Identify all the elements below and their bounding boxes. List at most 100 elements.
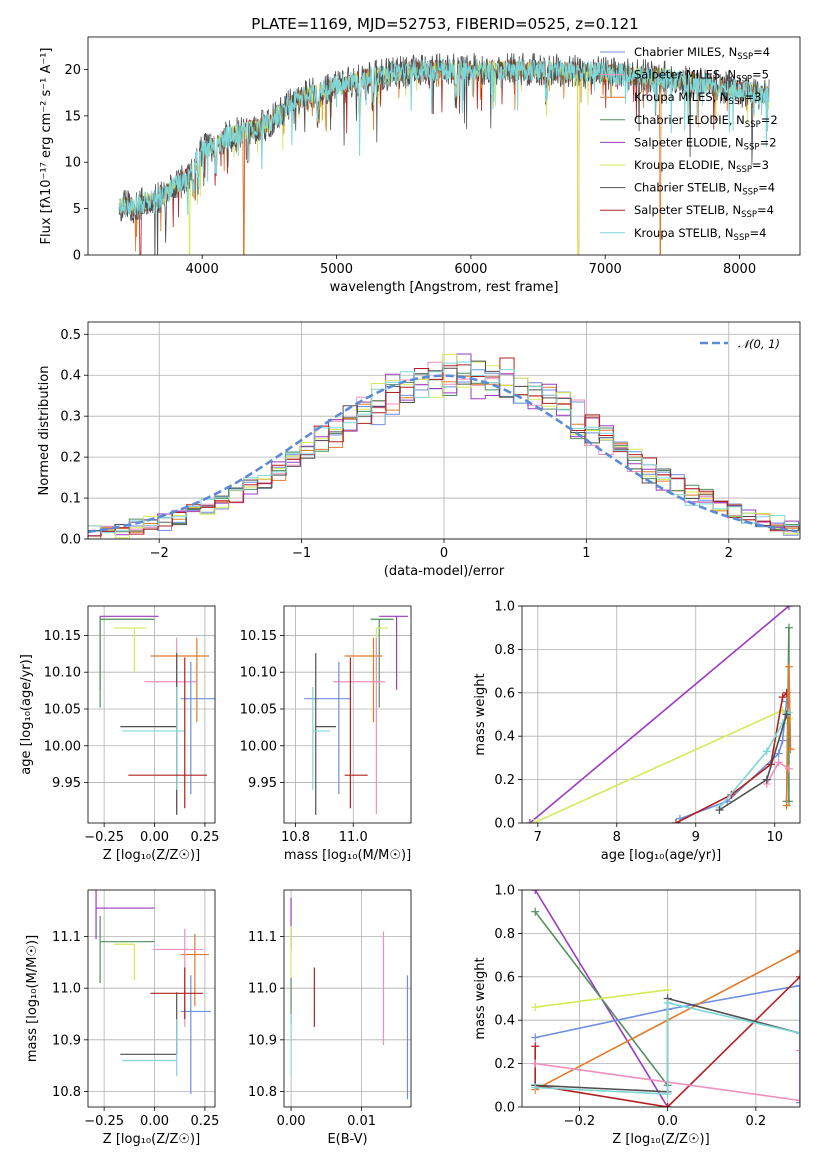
weight-marker-kroupa_miles: [784, 662, 793, 671]
x-tick-label: 0.0: [657, 1114, 678, 1129]
y-tick-label: 10.00: [44, 739, 81, 754]
x-tick-label: 0.00: [140, 830, 169, 845]
histogram-kroupa_miles: [88, 370, 800, 539]
y-tick-label: 5: [73, 202, 81, 217]
x-tick-label: −0.25: [84, 830, 124, 845]
plot-area: [304, 615, 409, 815]
legend-subscript: SSP: [741, 210, 757, 220]
y-tick-label: 10.00: [240, 739, 277, 754]
y-tick-label: 0.0: [60, 533, 81, 548]
legend-subscript: SSP: [736, 165, 752, 175]
weight-marker-kroupa_miles: [796, 946, 800, 955]
weight-marker-salpeter_elodie: [525, 819, 534, 823]
legend-subscript: SSP: [736, 75, 752, 85]
x-tick-label: 0.00: [140, 1114, 169, 1129]
plot-area: [99, 615, 215, 815]
y-tick-label: 0.6: [494, 970, 515, 985]
axes-frame: [283, 605, 412, 824]
age_vs_mass-panel: 10.8 11.0 9.95 10.00 10.05 10.10 10.15 mass [lo…: [240, 605, 412, 863]
axes-frame: [87, 36, 801, 256]
x-axis-label: E(B-V): [327, 1132, 367, 1147]
x-axis-label: mass [log₁₀(M/M☉)]: [284, 848, 411, 863]
y-tick-label: 0.4: [60, 369, 81, 384]
x-tick-label: 0.00: [277, 1114, 306, 1129]
weight-marker-kroupa_elodie: [663, 985, 672, 994]
weight-marker-kroupa_elodie: [531, 1003, 540, 1012]
x-tick-label: 0.01: [347, 1114, 376, 1129]
legend-label: Kroupa STELIB, NSSP=4: [634, 226, 766, 243]
y-tick-label: 0.5: [60, 328, 81, 343]
legend-subscript: SSP: [742, 188, 758, 198]
x-tick-label: 6000: [454, 262, 487, 277]
legend-subscript: SSP: [737, 52, 753, 62]
weight-marker-salpeter_stelib: [778, 693, 787, 702]
y-tick-label: 10.15: [240, 629, 277, 644]
legend-count: =2: [760, 135, 777, 149]
legend-count: =4: [757, 203, 774, 217]
axes-frame: [87, 321, 801, 540]
y-tick-label: 0: [73, 249, 81, 264]
weight-marker-chabrier_elodie: [784, 623, 793, 632]
weight-marker-salpeter_stelib: [672, 819, 681, 823]
y-tick-label: 0.0: [494, 817, 515, 832]
y-axis-label: age [log₁₀(age/yr)]: [19, 654, 34, 775]
weight-marker-kroupa_miles: [786, 745, 795, 754]
y-tick-label: 0.4: [494, 730, 515, 745]
weight-marker-chabrier_miles: [778, 736, 787, 745]
y-tick-label: 0.2: [494, 773, 515, 788]
axes-frame: [521, 889, 801, 1108]
weight-line-kroupa_elodie: [533, 709, 790, 823]
weight-marker-chabrier_stelib: [715, 805, 724, 814]
legend-subscript: SSP: [744, 142, 760, 152]
y-tick-label: 10: [64, 156, 81, 171]
y-tick-label: 0.2: [494, 1057, 515, 1072]
weight-line-kroupa_elodie: [535, 989, 668, 1008]
axes-frame: [283, 889, 412, 1108]
axes-frame: [87, 889, 216, 1108]
weight-marker-salpeter_stelib: [531, 1042, 540, 1051]
x-axis-label: Z [log₁₀(Z/Z☉)]: [103, 848, 200, 863]
weight-line-chabrier_miles: [535, 984, 800, 1103]
x-tick-label: 5000: [320, 262, 353, 277]
weight-line-salpeter_elodie: [529, 606, 790, 823]
weight-marker-salpeter_stelib: [796, 972, 800, 981]
weight-marker-salpeter_miles: [796, 1046, 800, 1055]
x-axis-label: age [log₁₀(age/yr)]: [601, 848, 722, 863]
y-tick-label: 9.95: [52, 776, 81, 791]
y-tick-label: 11.1: [248, 930, 277, 945]
weight-marker-kroupa_stelib: [663, 1089, 672, 1098]
weight-marker-salpeter_stelib: [663, 1103, 672, 1107]
x-tick-label: 9: [692, 830, 700, 845]
x-tick-label: 10.8: [281, 830, 310, 845]
y-tick-label: 10.8: [52, 1085, 81, 1100]
x-tick-label: 4000: [186, 262, 219, 277]
y-tick-label: 20: [64, 63, 81, 78]
legend-label: Chabrier STELIB, NSSP=4: [634, 181, 775, 198]
weight-line-kroupa_stelib: [535, 1001, 800, 1095]
y-axis-label: Flux [fλ10⁻¹⁷ erg cm⁻² s⁻¹ A⁻¹]: [39, 48, 54, 245]
plot-area: [531, 890, 800, 1107]
spectrum-kroupa_stelib: [118, 57, 770, 218]
mass_weight_vs_age-panel: 7 8 9 10 0.0 0.2 0.4 0.6 0.8 1.0 age [log₁₀(age/yr…: [473, 600, 801, 863]
legend-label-normal: 𝒩(0, 1): [738, 337, 780, 351]
plot-area: [290, 897, 409, 1100]
age_vs_Z-panel: −0.25 0.00 0.25 9.95 10.00 10.05 10.10 10.15 Z […: [19, 605, 219, 863]
plot-area: [95, 890, 211, 1095]
y-tick-label: 10.10: [240, 666, 277, 681]
legend-label: Salpeter STELIB, NSSP=4: [634, 203, 774, 220]
legend-count: =3: [744, 90, 761, 104]
legend-count: =4: [758, 181, 775, 195]
weight-marker-kroupa_stelib: [796, 1029, 800, 1038]
y-tick-label: 0.6: [494, 686, 515, 701]
figure-title: PLATE=1169, MJD=52753, FIBERID=0525, z=0…: [251, 15, 638, 33]
weight-marker-kroupa_stelib: [762, 747, 771, 756]
x-tick-label: 0: [440, 546, 448, 561]
legend-label: Salpeter ELODIE, NSSP=2: [634, 135, 777, 152]
legend-label: Chabrier MILES, NSSP=4: [634, 45, 770, 62]
spectrum-panel: 4000 5000 6000 7000 8000 0 5 10 15 20 wavelength […: [39, 36, 801, 295]
plot-area: [118, 52, 770, 255]
weight-marker-chabrier_stelib: [762, 775, 771, 784]
weight-marker-kroupa_elodie: [529, 819, 538, 823]
x-axis-label: Z [log₁₀(Z/Z☉)]: [612, 1132, 709, 1147]
mass_vs_Z-panel: −0.25 0.00 0.25 10.8 10.9 11.0 11.1 Z [log₁₀(Z/…: [25, 889, 219, 1147]
